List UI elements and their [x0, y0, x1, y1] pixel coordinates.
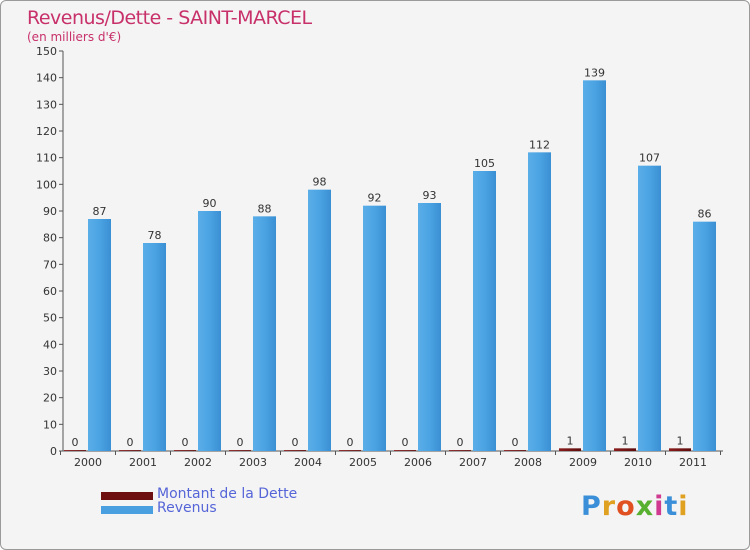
data-label-revenus: 105	[474, 157, 495, 170]
legend-label-dette: Montant de la Dette	[157, 486, 298, 502]
y-tick-label: 50	[43, 312, 57, 325]
bar-dette	[669, 448, 691, 451]
data-label-dette: 0	[127, 436, 134, 449]
data-label-dette: 0	[292, 436, 299, 449]
data-label-dette: 0	[512, 436, 519, 449]
x-tick-label: 2003	[239, 456, 267, 469]
bar-dette	[339, 450, 361, 451]
bar-revenus	[528, 152, 551, 452]
chart-title: Revenus/Dette - SAINT-MARCEL	[27, 7, 312, 29]
bar-revenus	[198, 211, 221, 451]
x-tick-label: 2010	[624, 456, 652, 469]
bar-dette	[614, 448, 636, 451]
logo-letter: x	[635, 491, 655, 522]
data-label-dette: 1	[677, 434, 684, 447]
data-label-revenus: 90	[203, 197, 217, 210]
x-tick-label: 2004	[294, 456, 322, 469]
x-tick-label: 2001	[129, 456, 157, 469]
y-tick-label: 120	[36, 125, 57, 138]
data-label-revenus: 87	[93, 205, 107, 218]
bar-revenus	[693, 221, 716, 451]
bar-dette	[559, 448, 581, 451]
y-tick-label: 140	[36, 72, 57, 85]
logo-letter: i	[678, 491, 689, 522]
y-tick-label: 100	[36, 178, 57, 191]
y-tick-label: 60	[43, 285, 57, 298]
x-tick-label: 2008	[514, 456, 542, 469]
logo-letter: t	[664, 491, 679, 522]
logo-letter: o	[616, 491, 636, 522]
bar-revenus	[308, 189, 331, 451]
data-label-revenus: 78	[148, 229, 162, 242]
bar-revenus	[88, 219, 111, 451]
y-tick-label: 150	[36, 45, 57, 58]
chart-subtitle: (en milliers d'€)	[27, 30, 122, 44]
y-tick-label: 110	[36, 152, 57, 165]
data-label-revenus: 93	[423, 189, 437, 202]
y-tick-label: 130	[36, 98, 57, 111]
bar-revenus	[583, 80, 606, 451]
bar-dette	[504, 450, 526, 451]
logo-letter: i	[654, 491, 665, 522]
data-label-revenus: 86	[698, 208, 712, 221]
bar-revenus	[253, 216, 276, 451]
data-label-dette: 0	[237, 436, 244, 449]
legend-label-revenus: Revenus	[157, 500, 217, 516]
y-tick-label: 90	[43, 205, 57, 218]
y-tick-label: 10	[43, 418, 57, 431]
data-label-dette: 0	[347, 436, 354, 449]
legend-swatch-revenus	[101, 506, 153, 514]
data-label-dette: 1	[567, 434, 574, 447]
data-label-dette: 0	[72, 436, 79, 449]
data-label-dette: 0	[182, 436, 189, 449]
legend-swatch-dette	[101, 492, 153, 500]
logo-letter: r	[601, 491, 617, 522]
bar-revenus	[363, 205, 386, 451]
data-label-revenus: 88	[258, 202, 272, 215]
data-label-revenus: 139	[584, 66, 605, 79]
bar-revenus	[418, 203, 441, 451]
bar-revenus	[143, 243, 166, 451]
bar-dette	[449, 450, 471, 451]
x-tick-label: 2011	[679, 456, 707, 469]
data-label-revenus: 92	[368, 192, 382, 205]
data-label-revenus: 98	[313, 176, 327, 189]
y-tick-label: 40	[43, 338, 57, 351]
x-tick-label: 2002	[184, 456, 212, 469]
bar-dette	[394, 450, 416, 451]
x-tick-label: 2000	[74, 456, 102, 469]
bar-revenus	[638, 165, 661, 451]
bar-dette	[64, 450, 86, 451]
logo-letter: P	[581, 491, 602, 522]
bar-dette	[229, 450, 251, 451]
x-tick-label: 2009	[569, 456, 597, 469]
bar-dette	[119, 450, 141, 451]
data-label-dette: 1	[622, 434, 629, 447]
y-tick-label: 0	[50, 445, 57, 458]
data-label-revenus: 107	[639, 152, 660, 165]
y-tick-label: 70	[43, 258, 57, 271]
x-tick-label: 2005	[349, 456, 377, 469]
data-label-revenus: 112	[529, 138, 550, 151]
proxiti-logo: Proxiti	[581, 491, 689, 522]
bar-dette	[174, 450, 196, 451]
data-label-dette: 0	[457, 436, 464, 449]
y-tick-label: 20	[43, 392, 57, 405]
x-tick-label: 2006	[404, 456, 432, 469]
x-tick-label: 2007	[459, 456, 487, 469]
y-tick-label: 30	[43, 365, 57, 378]
data-label-dette: 0	[402, 436, 409, 449]
bar-revenus	[473, 171, 496, 451]
y-tick-label: 80	[43, 232, 57, 245]
bar-dette	[284, 450, 306, 451]
